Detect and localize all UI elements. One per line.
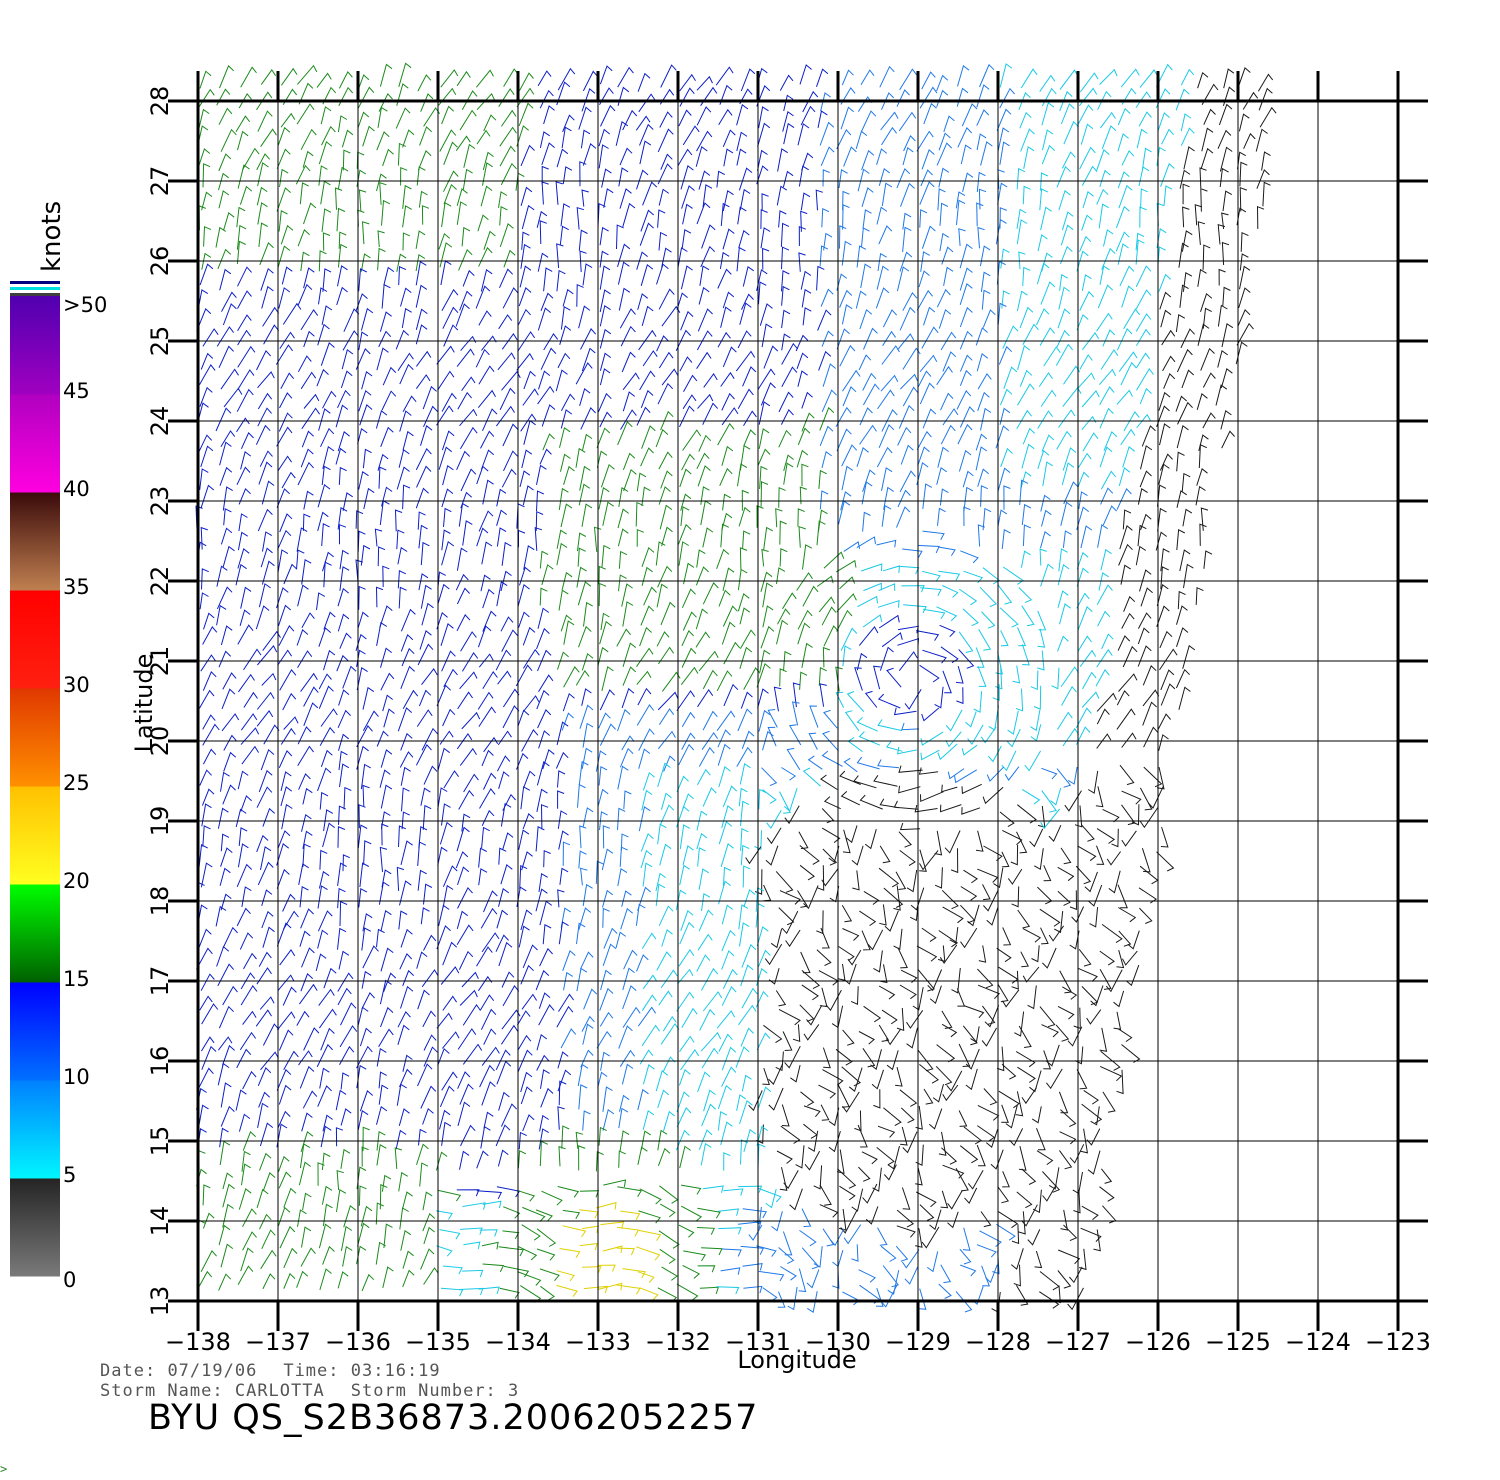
lon-tick-label: −132 xyxy=(645,1328,711,1356)
lat-tick-label: 16 xyxy=(146,1046,174,1077)
storm-name-value: CARLOTTA xyxy=(234,1381,325,1401)
colorbar-band-30-35 xyxy=(10,590,60,689)
lon-tick-label: −125 xyxy=(1205,1328,1271,1356)
lat-tick-label: 27 xyxy=(146,166,174,197)
lat-tick-label: 15 xyxy=(146,1126,174,1157)
colorbar-tick-label: 25 xyxy=(63,771,90,795)
y-axis-label: Latitude xyxy=(130,654,158,753)
lat-tick-label: 14 xyxy=(146,1206,174,1237)
lon-tick-label: −131 xyxy=(725,1328,791,1356)
date-time-line: Date: 07/19/06 Time: 03:16:19 xyxy=(100,1362,441,1380)
corner-mark: > xyxy=(0,1462,8,1476)
date-label: Date: xyxy=(100,1361,157,1381)
colorbar-band-15-20 xyxy=(10,884,60,983)
wind-barbs-layer xyxy=(195,62,1277,1314)
lat-tick-label: 13 xyxy=(146,1286,174,1317)
colorbar-cap-stripe xyxy=(10,293,60,296)
colorbar-band-25-30 xyxy=(10,688,60,787)
colorbar-cap-stripe xyxy=(10,287,60,290)
colorbar-band-45-50 xyxy=(10,296,60,395)
date-value: 07/19/06 xyxy=(167,1361,258,1381)
colorbar-band-40-45 xyxy=(10,394,60,493)
colorbar-cap-stripe xyxy=(10,284,60,287)
colorbar-band-35-40 xyxy=(10,492,60,591)
map-frame xyxy=(168,71,1428,1331)
colorbar-tick-label: 40 xyxy=(63,477,90,501)
lat-tick-label: 20 xyxy=(146,726,174,757)
colorbar-tick-label: 15 xyxy=(63,967,90,991)
colorbar-cap-stripe xyxy=(10,290,60,293)
colorbar-tick-label: 35 xyxy=(63,575,90,599)
lon-tick-label: −128 xyxy=(965,1328,1031,1356)
lon-tick-label: −127 xyxy=(1045,1328,1111,1356)
lon-tick-label: −129 xyxy=(885,1328,951,1356)
colorbar-band-5-10 xyxy=(10,1080,60,1179)
colorbar-tick-label: 30 xyxy=(63,673,90,697)
lat-tick-label: 23 xyxy=(146,486,174,517)
lon-tick-label: −135 xyxy=(405,1328,471,1356)
lon-tick-label: −136 xyxy=(325,1328,391,1356)
time-value: 03:16:19 xyxy=(350,1361,441,1381)
storm-number-value: 3 xyxy=(508,1381,520,1401)
lat-tick-label: 18 xyxy=(146,886,174,917)
time-label: Time: xyxy=(283,1361,340,1381)
lat-tick-label: 28 xyxy=(146,86,174,117)
colorbar-band-10-15 xyxy=(10,982,60,1081)
x-axis-label: Longitude xyxy=(737,1346,856,1374)
lat-tick-label: 24 xyxy=(146,406,174,437)
lat-tick-label: 19 xyxy=(146,806,174,837)
lat-tick-label: 17 xyxy=(146,966,174,997)
lat-tick-label: 22 xyxy=(146,566,174,597)
colorbar: 0 5 10 15 20 25 30 35 40 45 >50 knots xyxy=(10,201,107,1292)
product-id: BYU QS_S2B36873.20062052257 xyxy=(148,1398,759,1438)
colorbar-cap-stripe xyxy=(10,281,60,284)
axis-labels: −138 −137 −136 −135 −134 −133 −132 −131 −130 −129… xyxy=(130,86,1431,1374)
colorbar-band-20-25 xyxy=(10,786,60,885)
lon-tick-label: −137 xyxy=(245,1328,311,1356)
colorbar-unit-label: knots xyxy=(37,201,67,272)
lon-tick-label: −124 xyxy=(1285,1328,1351,1356)
colorbar-band-0-5 xyxy=(10,1178,60,1277)
colorbar-tick-label: 10 xyxy=(63,1065,90,1089)
colorbar-tick-label: >50 xyxy=(63,293,107,317)
lat-tick-label: 21 xyxy=(146,646,174,677)
lon-tick-label: −133 xyxy=(565,1328,631,1356)
lon-tick-label: −138 xyxy=(165,1328,231,1356)
map-grid xyxy=(168,71,1428,1331)
lon-tick-label: −134 xyxy=(485,1328,551,1356)
colorbar-tick-label: 0 xyxy=(63,1268,76,1292)
lon-tick-label: −123 xyxy=(1365,1328,1431,1356)
axis-ticks xyxy=(168,71,1428,1331)
storm-line: Storm Name: CARLOTTA Storm Number: 3 xyxy=(100,1382,519,1400)
colorbar-tick-label: 5 xyxy=(63,1163,76,1187)
colorbar-tick-label: 45 xyxy=(63,379,90,403)
colorbar-tick-label: 20 xyxy=(63,869,90,893)
lon-tick-label: −126 xyxy=(1125,1328,1191,1356)
lat-tick-label: 25 xyxy=(146,326,174,357)
lat-tick-label: 26 xyxy=(146,246,174,277)
storm-name-label: Storm Name: xyxy=(100,1381,224,1401)
lon-tick-label: −130 xyxy=(805,1328,871,1356)
storm-number-label: Storm Number: xyxy=(350,1381,497,1401)
